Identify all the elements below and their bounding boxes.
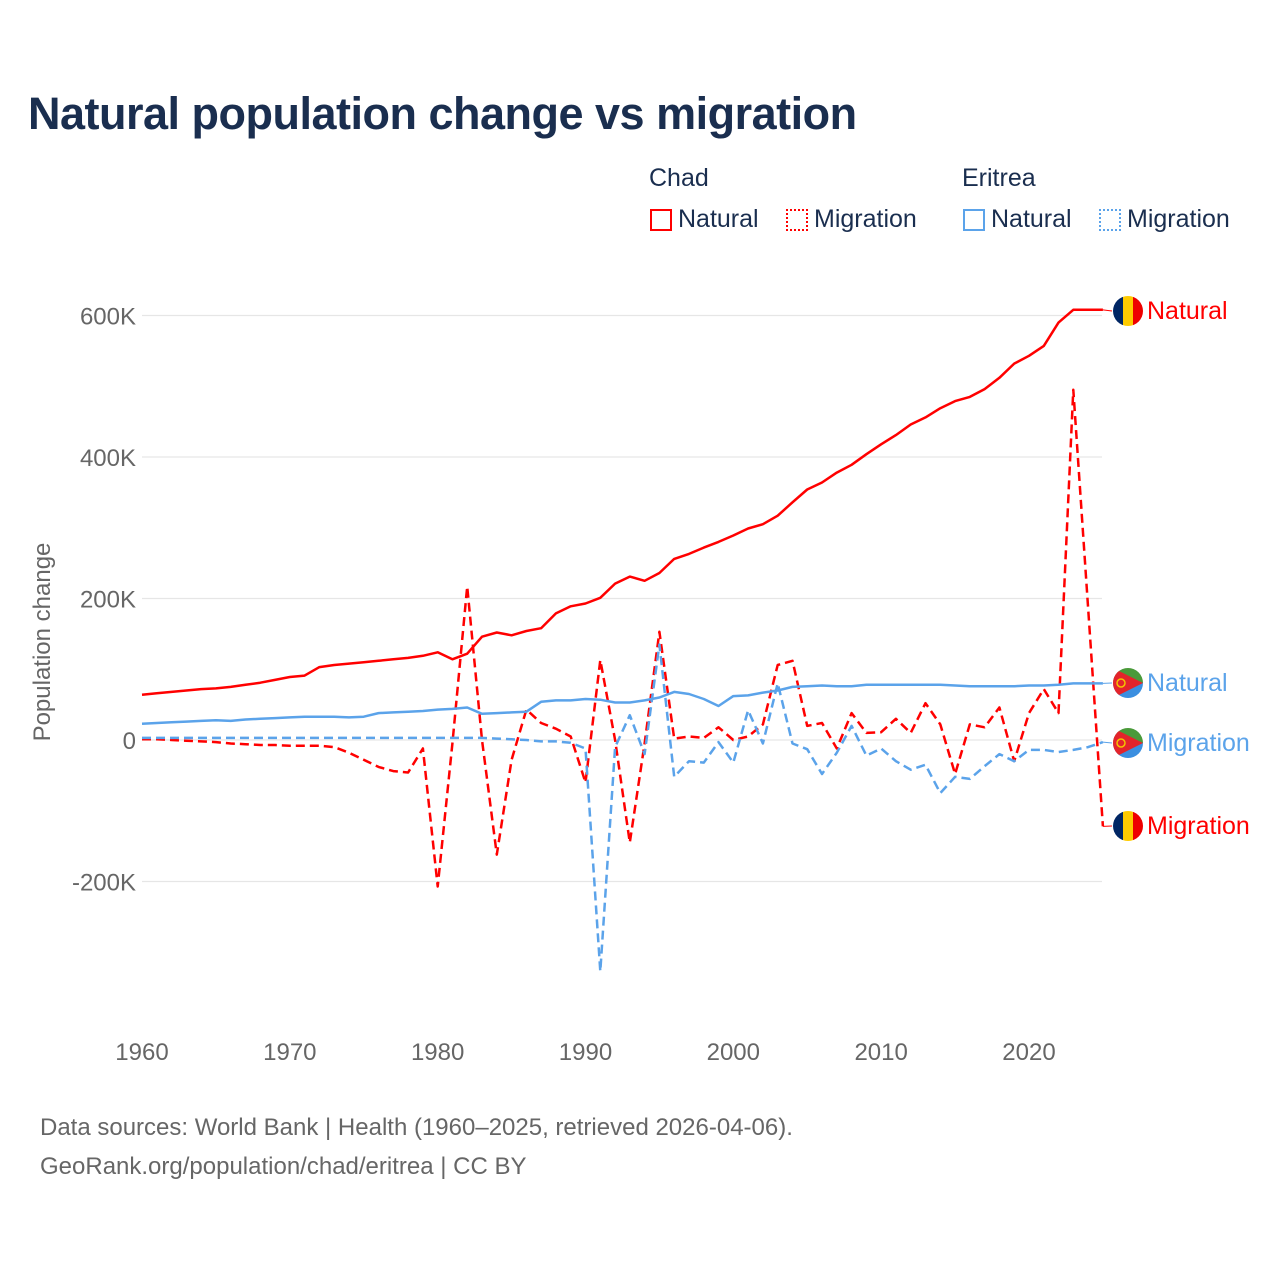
legend-label: Migration: [1127, 205, 1230, 233]
series-line-chad-natural: [141, 308, 1103, 696]
legend-swatch-dotted: [1099, 208, 1121, 231]
legend-group-chad: Chad: [649, 164, 709, 192]
label-connector: [1102, 741, 1113, 744]
x-tick-label: 2000: [707, 1039, 760, 1066]
series-end-label: Migration: [1147, 812, 1250, 840]
legend-swatch-solid: [650, 208, 672, 231]
series-line-chad-migration: [142, 388, 1105, 888]
footer: Data sources: World Bank | Health (1960–…: [40, 1108, 793, 1186]
flag-chad-icon: [1113, 811, 1143, 841]
legend-label: Natural: [991, 205, 1072, 233]
y-tick-label: -200K: [72, 870, 136, 897]
series-line-eritrea-migration: [142, 643, 1104, 973]
legend-eritrea-natural[interactable]: Natural: [963, 205, 1072, 234]
legend-eritrea-migration[interactable]: Migration: [1099, 205, 1230, 234]
x-tick-label: 1980: [411, 1039, 464, 1066]
x-tick-label: 2020: [1002, 1039, 1055, 1066]
legend-swatch-dotted: [786, 208, 808, 231]
flag-eritrea-icon: [1113, 728, 1143, 758]
legend-label: Natural: [678, 205, 759, 233]
series-end-label: Natural: [1147, 669, 1228, 697]
series-end-label: Migration: [1147, 729, 1250, 757]
legend-label: Migration: [814, 205, 917, 233]
legend-group-eritrea: Eritrea: [962, 164, 1036, 192]
series-end-label: Natural: [1147, 297, 1228, 325]
y-tick-label: 600K: [80, 304, 136, 331]
series-line-eritrea-natural: [141, 682, 1103, 725]
label-connector: [1102, 309, 1113, 312]
y-tick-label: 200K: [80, 587, 136, 614]
legend-chad-migration[interactable]: Migration: [786, 205, 917, 234]
x-tick-label: 1960: [115, 1039, 168, 1066]
x-tick-label: 1970: [263, 1039, 316, 1066]
attribution-link[interactable]: GeoRank.org/population/chad/eritrea | CC…: [40, 1153, 527, 1180]
flag-eritrea-icon: [1113, 668, 1143, 698]
y-tick-label: 0: [123, 728, 136, 755]
y-tick-label: 400K: [80, 445, 136, 472]
x-tick-label: 1990: [559, 1039, 612, 1066]
x-tick-label: 2010: [854, 1039, 907, 1066]
legend-chad-natural[interactable]: Natural: [650, 205, 759, 234]
source-text: Data sources: World Bank | Health (1960–…: [40, 1114, 793, 1141]
legend-swatch-solid: [963, 208, 985, 231]
chart-title: Natural population change vs migration: [28, 88, 857, 139]
flag-chad-icon: [1113, 296, 1143, 326]
y-axis-label: Population change: [29, 543, 56, 742]
